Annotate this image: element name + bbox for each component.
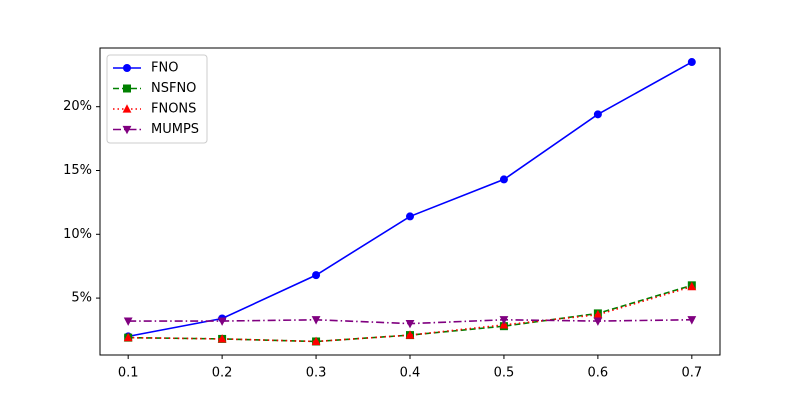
- y-tick-label: 15%: [63, 163, 92, 178]
- x-tick-label: 0.7: [681, 366, 702, 381]
- marker: [687, 316, 697, 325]
- marker: [406, 212, 414, 221]
- marker: [593, 317, 603, 326]
- legend-label: MUMPS: [151, 122, 199, 137]
- marker: [217, 334, 227, 343]
- legend-marker: [122, 125, 132, 135]
- x-tick-label: 0.1: [118, 366, 139, 381]
- x-tick-label: 0.4: [400, 366, 421, 381]
- marker: [593, 309, 603, 319]
- marker: [217, 317, 227, 326]
- legend-label: FNONS: [151, 102, 196, 117]
- y-tick-label: 5%: [71, 291, 92, 306]
- legend-label: FNO: [151, 61, 178, 76]
- marker: [311, 316, 321, 325]
- series-line: [128, 61, 693, 338]
- plot-frame: [99, 47, 721, 356]
- x-tick-label: 0.5: [494, 366, 515, 381]
- marker: [312, 271, 321, 280]
- marker: [687, 58, 696, 67]
- x-tick-label: 0.2: [212, 366, 233, 381]
- marker: [405, 320, 415, 329]
- marker: [123, 317, 133, 326]
- marker: [405, 330, 415, 339]
- legend-box: [106, 54, 208, 144]
- marker: [499, 175, 508, 184]
- y-tick-label: 10%: [63, 227, 92, 242]
- y-tick-label: 20%: [63, 99, 92, 114]
- x-tick-label: 0.3: [306, 366, 327, 381]
- legend-label: NSFNO: [151, 81, 196, 96]
- marker: [311, 336, 321, 346]
- marker: [499, 316, 509, 325]
- legend-marker: [123, 64, 131, 72]
- marker: [687, 281, 697, 291]
- legend-marker: [122, 104, 132, 113]
- marker: [593, 110, 602, 119]
- legend-marker: [123, 84, 131, 93]
- marker: [123, 332, 133, 342]
- x-tick-label: 0.6: [588, 366, 609, 381]
